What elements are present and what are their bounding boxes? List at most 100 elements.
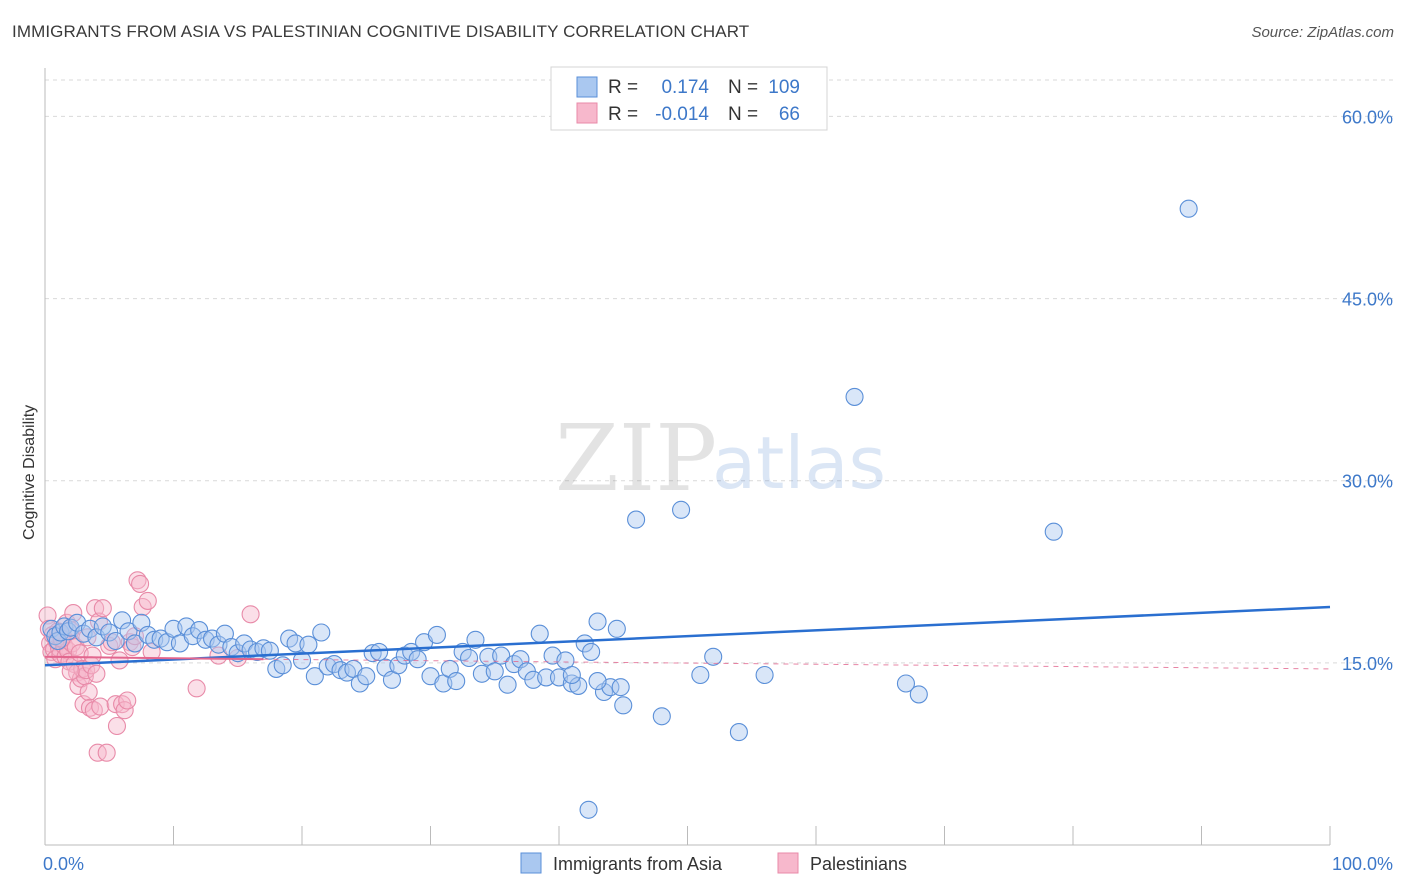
data-point bbox=[273, 656, 292, 675]
gridlines bbox=[45, 79, 1395, 664]
data-point bbox=[350, 674, 369, 693]
data-point bbox=[579, 800, 598, 819]
trend-lines bbox=[44, 605, 1331, 670]
legend-swatch-pink bbox=[576, 102, 598, 124]
data-point bbox=[312, 623, 331, 642]
data-point bbox=[64, 604, 83, 623]
data-point bbox=[38, 606, 57, 625]
data-point bbox=[537, 668, 556, 687]
y-tick-label: 15.0% bbox=[1342, 654, 1393, 674]
data-point bbox=[83, 646, 102, 665]
data-point bbox=[408, 650, 427, 669]
y-tick-label: 60.0% bbox=[1342, 107, 1393, 127]
trend-line-blue bbox=[44, 605, 1331, 667]
data-point bbox=[61, 662, 80, 681]
trend-line-pink-extension bbox=[263, 658, 1331, 670]
data-point bbox=[896, 674, 916, 693]
data-point bbox=[187, 679, 206, 698]
legend-r-value-pink: -0.014 bbox=[655, 104, 709, 125]
data-point bbox=[93, 599, 112, 618]
correlation-legend: R = 0.174 N = 109 R = -0.014 N = 66 bbox=[550, 66, 828, 131]
watermark: ZIP atlas bbox=[555, 405, 886, 512]
data-point bbox=[755, 665, 774, 685]
data-point bbox=[299, 635, 318, 654]
data-point bbox=[113, 611, 132, 630]
legend-r-label-pink: R = bbox=[608, 104, 638, 125]
data-point bbox=[427, 625, 446, 644]
data-point bbox=[530, 624, 549, 643]
legend-n-label-pink: N = bbox=[728, 104, 758, 125]
data-point bbox=[492, 646, 511, 665]
data-point bbox=[845, 387, 864, 406]
data-point bbox=[691, 665, 710, 685]
data-point bbox=[704, 647, 723, 666]
data-point bbox=[466, 630, 485, 649]
data-point bbox=[729, 723, 748, 742]
data-point bbox=[286, 634, 305, 653]
data-point bbox=[107, 716, 127, 736]
data-point bbox=[569, 676, 588, 695]
data-point bbox=[1179, 199, 1198, 218]
data-point bbox=[459, 648, 479, 668]
data-point bbox=[118, 691, 137, 710]
data-point bbox=[87, 664, 106, 683]
trend-line-pink bbox=[44, 655, 264, 661]
data-point bbox=[909, 685, 928, 704]
data-point bbox=[79, 682, 98, 702]
data-point bbox=[241, 605, 260, 624]
data-point bbox=[138, 591, 157, 610]
legend-n-value-blue: 109 bbox=[768, 77, 800, 98]
data-point bbox=[614, 696, 633, 715]
series-palestinians bbox=[38, 571, 260, 762]
data-point bbox=[607, 619, 626, 638]
x-tick-label-max: 100.0% bbox=[1332, 854, 1393, 874]
data-point bbox=[357, 667, 376, 686]
data-point bbox=[363, 644, 382, 663]
data-point bbox=[370, 642, 389, 661]
y-tick-label: 30.0% bbox=[1342, 472, 1393, 492]
data-point bbox=[260, 641, 279, 660]
series-legend: Immigrants from Asia Palestinians bbox=[520, 852, 907, 874]
data-point bbox=[209, 646, 228, 665]
legend-r-value-blue: 0.174 bbox=[661, 77, 709, 98]
data-point bbox=[588, 672, 607, 691]
data-point bbox=[627, 510, 646, 529]
x-tick-label-min: 0.0% bbox=[43, 854, 84, 874]
bottom-legend-swatch-blue bbox=[520, 852, 542, 874]
watermark-zip: ZIP bbox=[555, 405, 717, 512]
x-tick-labels: 0.0% 100.0% bbox=[43, 854, 1393, 874]
data-point bbox=[106, 631, 125, 651]
data-point bbox=[611, 678, 630, 697]
y-axis-label: Cognitive Disability bbox=[21, 405, 38, 540]
data-point bbox=[97, 743, 116, 762]
data-point bbox=[652, 707, 671, 726]
data-point bbox=[389, 656, 408, 675]
data-point bbox=[672, 500, 691, 519]
data-point bbox=[190, 621, 209, 640]
data-point bbox=[106, 695, 125, 714]
bottom-legend-label-blue: Immigrants from Asia bbox=[553, 854, 723, 874]
data-point bbox=[125, 634, 144, 653]
watermark-atlas: atlas bbox=[712, 421, 886, 505]
data-point bbox=[292, 651, 312, 670]
legend-swatch-blue bbox=[576, 76, 598, 98]
data-point bbox=[305, 667, 324, 686]
legend-r-label-blue: R = bbox=[608, 77, 638, 98]
legend-n-value-pink: 66 bbox=[779, 104, 800, 125]
data-point bbox=[582, 642, 601, 661]
data-point bbox=[69, 676, 88, 695]
y-tick-labels: 15.0% 30.0% 45.0% 60.0% bbox=[1342, 107, 1393, 673]
y-tick-label: 45.0% bbox=[1342, 290, 1393, 310]
data-point bbox=[86, 599, 105, 618]
chart-title: IMMIGRANTS FROM ASIA VS PALESTINIAN COGN… bbox=[12, 22, 750, 41]
bottom-legend-label-pink: Palestinians bbox=[810, 854, 907, 874]
source-label: Source: ZipAtlas.com bbox=[1251, 24, 1394, 41]
data-point bbox=[498, 675, 517, 694]
data-point bbox=[588, 612, 607, 631]
data-point bbox=[1044, 522, 1063, 541]
data-point bbox=[447, 672, 466, 691]
legend-n-label-blue: N = bbox=[728, 77, 758, 98]
data-point bbox=[485, 662, 504, 681]
data-point bbox=[131, 574, 150, 593]
